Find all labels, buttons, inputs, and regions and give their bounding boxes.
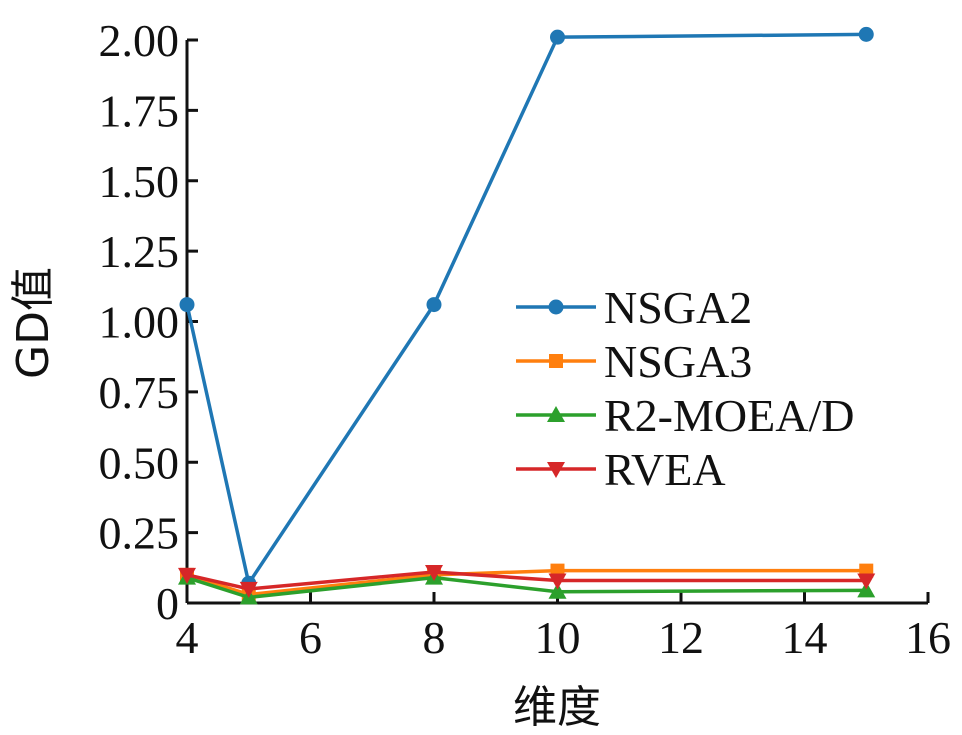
data-point <box>548 582 567 599</box>
x-axis-title: 维度 <box>513 682 601 733</box>
series-line <box>186 570 867 591</box>
x-tick-label: 12 <box>658 612 704 663</box>
legend-item: NSGA2 <box>516 282 752 333</box>
y-tick-label: 1.25 <box>99 226 180 277</box>
series-layer <box>178 26 876 605</box>
data-point <box>548 573 567 590</box>
y-tick-label: 2.00 <box>99 15 180 66</box>
legend-label: NSGA2 <box>604 282 752 333</box>
data-point <box>857 573 876 590</box>
legend-item: RVEA <box>516 444 726 495</box>
legend-label: RVEA <box>604 444 726 495</box>
y-tick-label: 0.75 <box>99 367 180 418</box>
y-tick-label: 0 <box>156 578 179 629</box>
series-nsga3 <box>180 563 874 602</box>
data-point <box>425 565 443 582</box>
y-tick-label: 1.00 <box>99 297 180 348</box>
x-tick-label: 10 <box>535 612 581 663</box>
series-line <box>185 32 867 586</box>
x-tick-label: 8 <box>423 612 446 663</box>
y-tick-label: 1.50 <box>99 156 180 207</box>
legend-marker <box>547 462 565 478</box>
series-rvea <box>178 565 876 598</box>
legend-label: R2-MOEA/D <box>604 390 854 441</box>
data-point <box>239 581 258 598</box>
legend-label: NSGA3 <box>604 336 752 387</box>
y-tick-label: 0.50 <box>99 437 180 488</box>
y-tick-label: 0.25 <box>99 508 180 559</box>
legend-item: R2-MOEA/D <box>516 390 854 441</box>
x-tick-label: 14 <box>782 612 828 663</box>
data-point <box>179 297 195 313</box>
axes: 4 6 8 10 12 14 16 0 0.25 0.50 0.75 1.00 1.25 1.50 1.75… <box>99 15 952 663</box>
y-axis-title: GD值 <box>8 267 59 379</box>
legend-marker <box>549 354 563 368</box>
data-point <box>426 297 442 313</box>
data-point <box>550 29 565 45</box>
data-point <box>178 567 196 584</box>
x-tick-label: 6 <box>299 612 322 663</box>
legend-item: NSGA3 <box>516 336 752 387</box>
y-tick-label: 1.75 <box>99 85 180 136</box>
legend-marker <box>548 299 564 315</box>
x-tick-label: 16 <box>905 612 951 663</box>
legend-marker <box>547 406 565 422</box>
x-tick-label: 4 <box>176 612 199 663</box>
series-nsga2 <box>179 26 874 591</box>
data-point <box>858 26 874 42</box>
